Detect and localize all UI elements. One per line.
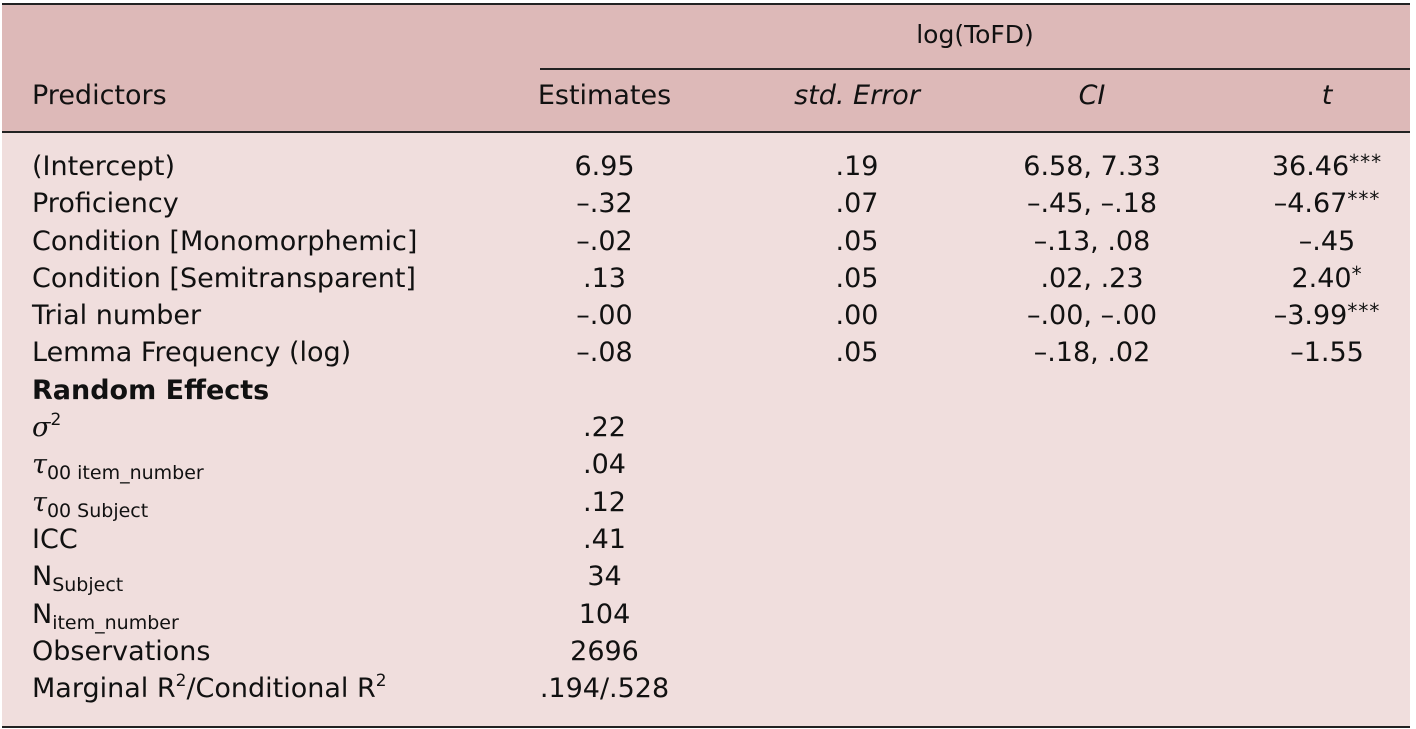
std-error-value: .05 [835, 225, 879, 257]
n-subject-label: NSubject [32, 561, 123, 596]
significance-stars: *** [1347, 187, 1381, 212]
observations-value: 2696 [570, 635, 639, 667]
n-letter: N [32, 561, 53, 593]
table-row: τ00 item_number .04 [2, 447, 1410, 484]
observations-label: Observations [32, 635, 211, 667]
estimate-value: –.32 [576, 188, 633, 220]
estimate-value: 6.95 [574, 151, 635, 182]
predictor-name: (Intercept) [32, 151, 176, 182]
predictor-name: Condition [Monomorphemic] [32, 225, 418, 257]
n-subject-subscript: Subject [52, 574, 124, 597]
t-value: –1.55 [1252, 337, 1402, 368]
ci-value: –.18, .02 [1033, 337, 1151, 369]
table-row: ICC .41 [2, 522, 1410, 559]
table-row: Nitem_number 104 [2, 597, 1410, 634]
n-letter: N [32, 598, 53, 630]
predictor-name: Lemma Frequency (log) [32, 337, 352, 369]
table-row: Trial number –.00 .00 –.00, –.00 –3.99**… [2, 298, 1410, 335]
n-subject-value: 34 [587, 561, 622, 593]
header-std-error: std. Error [794, 80, 920, 111]
regression-table: log(ToFD) Predictors Estimates std. Erro… [2, 3, 1410, 728]
significance-stars: *** [1349, 150, 1383, 174]
table-row: (Intercept) 6.95 .19 6.58, 7.33 36.46*** [2, 149, 1410, 186]
table-row: Proficiency –.32 .07 –.45, –.18 –4.67*** [2, 186, 1410, 223]
tau-subject-subscript: 00 Subject [46, 499, 149, 522]
tau-subject-value: .12 [583, 486, 626, 518]
header-predictors: Predictors [32, 80, 167, 111]
ci-value: 6.58, 7.33 [1023, 151, 1161, 182]
icc-value: .41 [583, 523, 626, 555]
significance-stars: *** [1347, 299, 1381, 324]
estimate-value: –.08 [576, 337, 633, 369]
random-effects-heading-row: Random Effects [2, 373, 1410, 410]
estimate-value: –.02 [576, 225, 633, 257]
t-number: 36.46 [1271, 151, 1350, 182]
tau-item-subscript: 00 item_number [46, 462, 204, 485]
sigma2-exponent: 2 [50, 410, 62, 431]
predictor-name: Trial number [32, 300, 202, 332]
predictor-name: Proficiency [32, 188, 179, 220]
tau-subject-label: τ00 Subject [32, 486, 148, 522]
n-item-subscript: item_number [52, 611, 179, 634]
estimate-value: –.00 [576, 300, 633, 332]
std-error-value: .05 [835, 337, 879, 369]
icc-label: ICC [32, 523, 78, 555]
table-row: Observations 2696 [2, 634, 1410, 671]
std-error-value: .19 [835, 151, 879, 182]
n-item-label: Nitem_number [32, 598, 179, 634]
t-number: –.45 [1298, 225, 1356, 257]
sigma-symbol: σ [32, 412, 51, 444]
header-t: t [1321, 80, 1333, 111]
ci-value: .02, .23 [1040, 262, 1144, 294]
sigma2-value: .22 [583, 412, 626, 444]
random-effects-heading: Random Effects [32, 374, 270, 406]
ci-value: –.13, .08 [1033, 225, 1151, 257]
std-error-value: .07 [835, 188, 879, 220]
table-row: τ00 Subject .12 [2, 485, 1410, 522]
n-item-value: 104 [578, 598, 631, 630]
r2-value: .194/.528 [539, 673, 670, 705]
conditional-r2-exponent: 2 [375, 671, 387, 692]
tau-item-label: τ00 item_number [32, 449, 204, 484]
table-row: Condition [Semitransparent] .13 .05 .02,… [2, 261, 1410, 298]
group-title: log(ToFD) [916, 20, 1034, 49]
table-header: log(ToFD) Predictors Estimates std. Erro… [2, 5, 1410, 133]
predictor-name: Condition [Semitransparent] [32, 262, 416, 294]
t-value: –4.67*** [1252, 187, 1402, 220]
table-row: Lemma Frequency (log) –.08 .05 –.18, .02… [2, 335, 1410, 372]
sigma2-label: σ2 [32, 410, 62, 444]
t-number: –4.67 [1273, 188, 1348, 220]
tau-item-value: .04 [583, 449, 626, 481]
conditional-r2-text: /Conditional R [186, 673, 376, 705]
table-body: (Intercept) 6.95 .19 6.58, 7.33 36.46***… [2, 149, 1410, 708]
std-error-value: .05 [835, 262, 879, 294]
table-row: Condition [Monomorphemic] –.02 .05 –.13,… [2, 224, 1410, 261]
std-error-value: .00 [835, 300, 879, 332]
marginal-r2-text: Marginal R [32, 673, 176, 705]
significance-stars: * [1351, 261, 1363, 286]
tau-symbol: τ [32, 486, 47, 518]
estimate-value: .13 [583, 262, 626, 294]
ci-value: –.00, –.00 [1026, 300, 1158, 332]
t-value: 2.40* [1252, 261, 1402, 294]
marginal-r2-exponent: 2 [175, 671, 187, 692]
t-number: 2.40 [1291, 262, 1352, 294]
header-estimates: Estimates [537, 80, 672, 111]
t-value: –.45 [1252, 226, 1402, 257]
r2-label: Marginal R2/Conditional R2 [32, 671, 387, 705]
header-ci: CI [1078, 80, 1106, 111]
table-row: NSubject 34 [2, 559, 1410, 596]
t-value: 36.46*** [1252, 150, 1402, 182]
table-row: Marginal R2/Conditional R2 .194/.528 [2, 671, 1410, 708]
t-number: –3.99 [1273, 300, 1348, 332]
group-rule [540, 68, 1410, 70]
t-value: –3.99*** [1252, 299, 1402, 332]
tau-symbol: τ [32, 449, 47, 481]
table-row: σ2 .22 [2, 410, 1410, 447]
ci-value: –.45, –.18 [1026, 188, 1158, 220]
t-number: –1.55 [1290, 337, 1364, 369]
